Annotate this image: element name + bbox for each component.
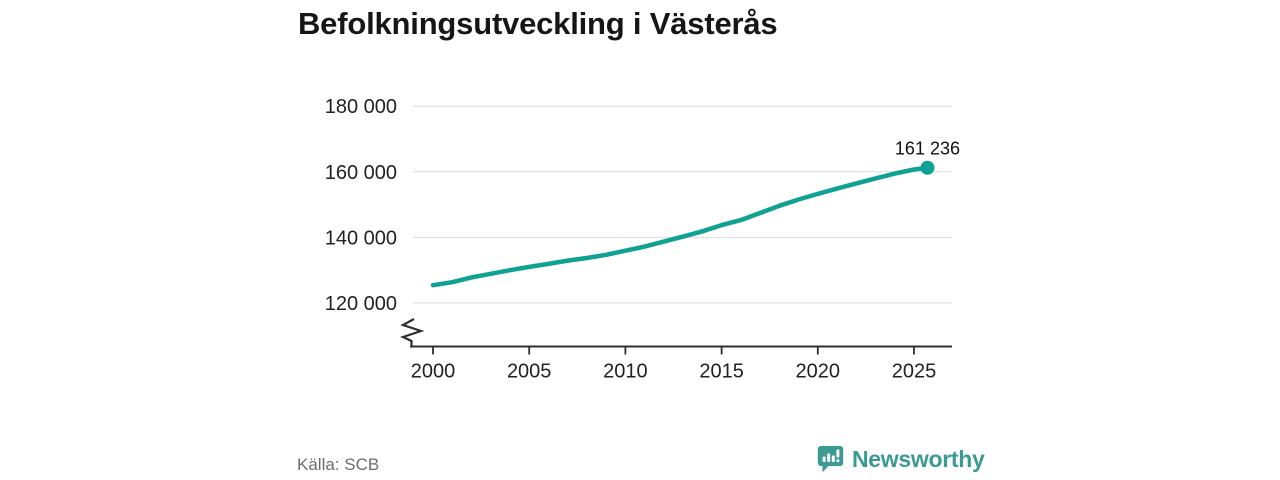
x-axis-tick-label: 2000 (411, 361, 456, 383)
x-axis-tick-label: 2020 (796, 361, 841, 383)
x-axis-tick-label: 2005 (507, 361, 552, 383)
chart-title: Befolkningsutveckling i Västerås (298, 6, 778, 41)
latest-value-label: 161 236 (895, 139, 960, 159)
newsworthy-wordmark: Newsworthy (852, 445, 985, 472)
y-axis-tick-label: 120 000 (325, 293, 397, 315)
x-axis-tick-label: 2015 (699, 361, 744, 383)
latest-value-dot (920, 160, 935, 175)
y-axis-tick-label: 160 000 (325, 162, 397, 184)
y-axis-tick-label: 180 000 (325, 96, 397, 118)
newsworthy-logo[interactable]: Newsworthy (817, 443, 985, 475)
population-series-line (430, 165, 930, 288)
axis-break-icon (400, 318, 425, 347)
y-axis-tick-label: 140 000 (325, 227, 397, 249)
source-note: Källa: SCB (297, 455, 380, 474)
newsworthy-logo-icon (817, 446, 844, 473)
speech-bubble-shape (817, 446, 844, 473)
x-axis-tick-label: 2010 (603, 361, 648, 383)
x-axis-tick-label: 2025 (892, 361, 937, 383)
bar-chart-glyph (822, 449, 840, 463)
